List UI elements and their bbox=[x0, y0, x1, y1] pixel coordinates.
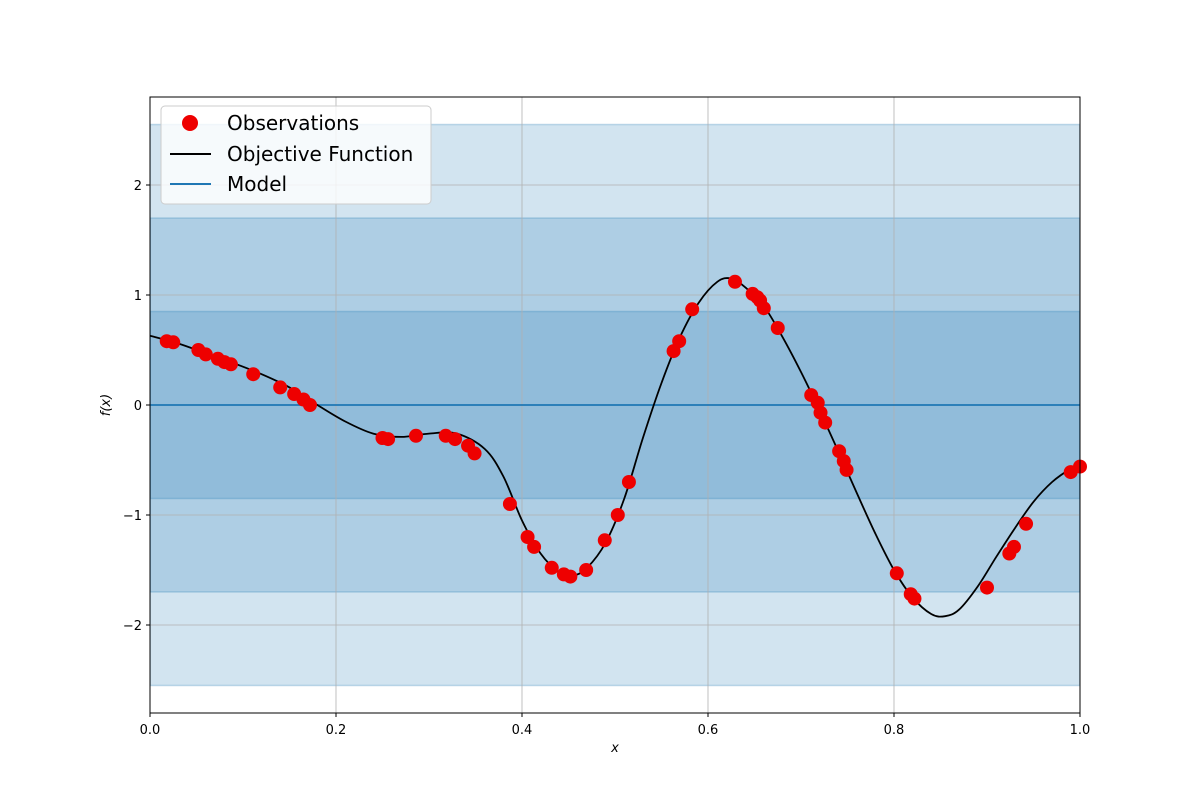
observation-point bbox=[273, 380, 288, 395]
observation-point bbox=[223, 357, 238, 372]
observation-point bbox=[544, 560, 559, 575]
observation-point bbox=[907, 591, 922, 606]
y-axis-label: f(x) bbox=[99, 394, 114, 416]
observation-point bbox=[621, 475, 636, 489]
observation-point bbox=[579, 563, 594, 577]
x-tick-label: 0.2 bbox=[326, 723, 347, 738]
legend-model-label: Model bbox=[227, 172, 287, 196]
observation-point bbox=[770, 321, 785, 335]
y-tick-label: 2 bbox=[134, 179, 142, 194]
observation-point bbox=[246, 367, 261, 382]
observation-point bbox=[672, 334, 687, 349]
observation-point bbox=[381, 432, 396, 447]
x-tick-label: 1.0 bbox=[1070, 723, 1091, 738]
y-tick-label: 0 bbox=[134, 399, 142, 414]
legend-observations-marker bbox=[182, 115, 198, 131]
observation-point bbox=[839, 462, 854, 477]
y-tick-label: −2 bbox=[123, 619, 142, 634]
y-tick-label: 1 bbox=[134, 289, 142, 304]
observation-point bbox=[980, 580, 994, 595]
observation-point bbox=[610, 508, 625, 522]
x-axis-ticks: 0.0 0.2 0.4 0.6 0.8 1.0 bbox=[140, 713, 1091, 738]
observation-point bbox=[685, 302, 700, 317]
legend-box bbox=[160, 105, 432, 205]
observation-point bbox=[520, 530, 535, 544]
x-tick-label: 0.0 bbox=[140, 723, 161, 738]
legend-objective-label: Objective Function bbox=[227, 142, 413, 166]
observations bbox=[159, 274, 1087, 606]
observation-point bbox=[408, 428, 423, 443]
observation-point bbox=[597, 533, 612, 548]
y-tick-label: −1 bbox=[123, 509, 142, 524]
observation-point bbox=[467, 446, 482, 461]
observation-point bbox=[818, 415, 833, 430]
x-tick-label: 0.4 bbox=[512, 723, 533, 738]
observation-point bbox=[563, 569, 578, 584]
observation-point bbox=[302, 398, 317, 412]
observation-point bbox=[502, 497, 517, 511]
observation-point bbox=[448, 432, 463, 447]
y-axis-ticks: −2 −1 0 1 2 bbox=[123, 179, 150, 634]
x-tick-label: 0.8 bbox=[884, 723, 905, 738]
observation-point bbox=[1006, 539, 1021, 554]
observation-point bbox=[1019, 516, 1034, 531]
observation-point bbox=[527, 539, 542, 554]
observation-point bbox=[756, 301, 771, 316]
observation-point bbox=[889, 566, 904, 581]
x-tick-label: 0.6 bbox=[698, 723, 719, 738]
x-axis-label: x bbox=[610, 741, 619, 756]
legend-observations-label: Observations bbox=[227, 111, 359, 135]
observation-point bbox=[727, 274, 742, 289]
legend: Observations Objective Function Model bbox=[160, 105, 432, 205]
observation-point bbox=[166, 335, 181, 350]
observation-point bbox=[198, 347, 213, 362]
